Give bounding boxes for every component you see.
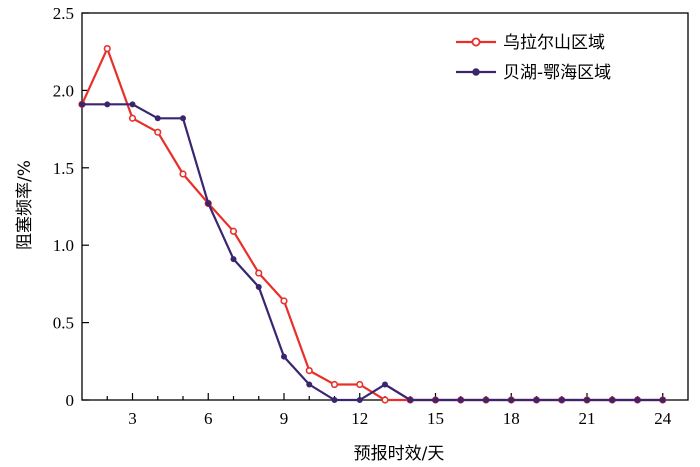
x-tick-label: 24 [654,409,672,428]
y-tick-label: 2.5 [53,4,74,23]
series-2-point [382,381,388,388]
y-tick-label: 1.5 [53,159,74,178]
series-2-point [584,397,590,403]
series-2-point [205,200,212,207]
series-2-point [104,101,111,108]
series-1-point [128,114,137,122]
x-tick-label: 6 [204,409,213,428]
series-2-point [432,397,439,403]
series-2-point [180,115,186,122]
series-1-point [330,380,339,389]
series-1-point [280,297,288,305]
x-tick-label: 12 [351,409,368,428]
series-1-point [154,128,162,136]
x-tick-label: 18 [503,409,520,428]
series-1-point [255,269,263,277]
series-2-point [281,353,287,360]
series-1-point [381,396,389,404]
legend-marker-2 [472,68,480,76]
series-line-2 [82,103,663,402]
series-2-point [129,101,136,108]
series-2-point [609,397,616,403]
legend-marker-1 [471,37,481,47]
series-2-point [634,397,641,403]
series-2-point [508,397,515,403]
x-tick-label: 15 [427,409,444,428]
series-2-point [255,283,262,290]
x-axis-title: 预报时效/天 [354,444,445,464]
series-2-point [331,397,338,403]
series-2-point [407,397,414,403]
series-2-point [558,397,565,403]
series-2-point [79,101,85,108]
series-layer [78,45,667,404]
series-2-point [306,381,313,388]
legend-label-2: 贝湖-鄂海区域 [503,63,611,83]
series-2-point [533,397,540,403]
series-2-point [483,397,489,403]
series-2-point [356,397,363,403]
series-2-point [659,397,666,403]
series-line-1 [80,47,663,402]
series-2-point [154,115,161,122]
x-tick-label: 9 [280,409,289,428]
series-1-point [305,366,313,375]
series-2-point [457,397,464,403]
legend-label-1: 乌拉尔山区域 [503,33,605,53]
y-tick-label: 0 [66,391,75,410]
series-1-point [179,170,187,178]
y-tick-label: 0.5 [53,314,74,333]
series-1-point [103,45,111,53]
y-tick-label: 1.0 [53,236,74,255]
y-tick-label: 2.0 [53,81,74,100]
y-axis-title: 阻塞频率/% [15,160,35,250]
series-2-point [230,256,237,263]
x-tick-label: 3 [128,409,137,428]
x-tick-label: 21 [579,409,596,428]
series-1-point [229,227,238,235]
series-1-point [356,380,364,389]
